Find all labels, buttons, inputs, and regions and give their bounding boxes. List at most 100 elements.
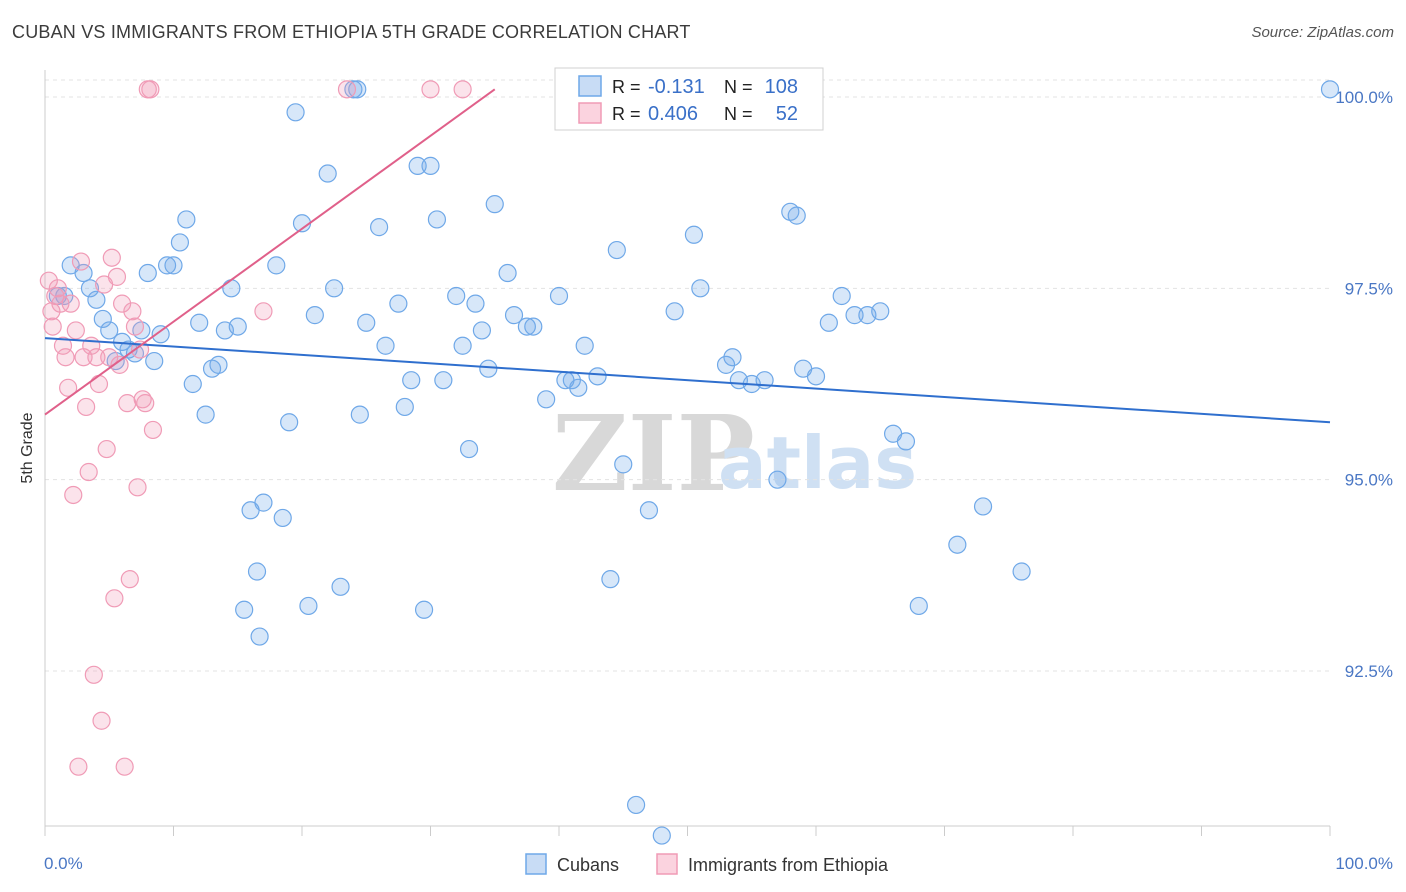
cubans-point-30 [247, 562, 267, 581]
cubans-point-42 [331, 577, 350, 596]
cubans-point-85 [723, 348, 742, 367]
x-ticks [44, 826, 1331, 836]
legend-n-label-0: N = [724, 77, 753, 97]
ethiopia-point-30 [115, 757, 134, 776]
chart-source: Source: ZipAtlas.com [1251, 24, 1394, 41]
bottom-legend-label-cubans: Cubans [557, 855, 619, 875]
legend-r-value-1: 0.406 [648, 103, 698, 125]
ethiopia-point-15 [77, 397, 96, 417]
cubans-point-44 [348, 80, 367, 99]
bottom-legend-swatch-cubans [525, 853, 547, 875]
ethiopia-point-31 [118, 394, 137, 413]
ethiopia-point-4 [48, 279, 67, 298]
cubans-point-50 [395, 397, 414, 417]
cubans-point-63 [485, 195, 504, 214]
cubans-point-51 [402, 371, 421, 390]
cubans-point-14 [145, 351, 164, 371]
cubans-point-27 [228, 317, 247, 336]
ethiopia-point-11 [66, 321, 85, 340]
cubans-point-98 [871, 302, 890, 321]
cubans-point-7 [100, 321, 119, 340]
cubans-point-41 [325, 279, 344, 298]
cubans-point-54 [421, 156, 440, 175]
ethiopia-point-2 [43, 317, 62, 336]
cubans-point-66 [517, 317, 536, 336]
bottom-legend-label-ethiopia: Immigrants from Ethiopia [688, 855, 889, 875]
cubans-point-65 [504, 306, 524, 325]
cubans-point-18 [170, 233, 190, 252]
ethiopia-point-44 [421, 80, 440, 99]
trend-line-ethiopia [44, 88, 496, 416]
series-ethiopia-points [39, 80, 472, 776]
stats-legend: R = -0.131 N = 108 R = 0.406 N = 52 [554, 67, 824, 131]
cubans-point-49 [389, 294, 408, 313]
ethiopia-point-21 [92, 711, 111, 730]
ethiopia-point-16 [79, 462, 98, 482]
cubans-point-95 [832, 286, 851, 306]
watermark-atlas: atlas [718, 421, 917, 505]
cubans-point-39 [305, 306, 324, 325]
grid-lines [45, 79, 1330, 672]
cubans-point-104 [1012, 562, 1031, 581]
cubans-point-43 [344, 80, 363, 99]
cubans-point-94 [819, 313, 838, 332]
ethiopia-point-9 [61, 294, 80, 313]
cubans-point-96 [845, 306, 864, 325]
cubans-point-15 [151, 325, 170, 344]
ethiopia-point-18 [84, 665, 103, 684]
cubans-point-105 [1320, 80, 1340, 99]
ethiopia-point-5 [51, 294, 70, 313]
cubans-point-53 [414, 600, 434, 619]
cubans-point-64 [498, 263, 517, 283]
cubans-point-75 [601, 570, 620, 589]
cubans-point-76 [607, 240, 626, 260]
ethiopia-point-19 [87, 348, 106, 367]
cubans-point-16 [157, 256, 177, 275]
ethiopia-point-10 [64, 485, 83, 505]
cubans-point-28 [235, 600, 254, 619]
ethiopia-point-12 [69, 757, 88, 776]
cubans-point-93 [806, 367, 826, 386]
ethiopia-point-33 [123, 302, 142, 321]
cubans-point-33 [267, 256, 286, 275]
cubans-point-57 [447, 286, 466, 306]
cubans-point-22 [196, 405, 215, 424]
cubans-point-17 [164, 256, 183, 275]
cubans-point-34 [273, 508, 292, 528]
trend-line-cubans [44, 337, 1331, 424]
ethiopia-point-13 [71, 252, 91, 271]
ethiopia-point-35 [128, 478, 147, 497]
ethiopia-point-38 [136, 394, 155, 413]
legend-n-value-0: 108 [765, 76, 798, 98]
cubans-point-68 [537, 390, 556, 409]
cubans-point-102 [948, 535, 967, 554]
cubans-point-48 [376, 336, 395, 355]
series-legend: Cubans Immigrants from Ethiopia [525, 853, 889, 875]
ethiopia-point-7 [56, 348, 75, 367]
bottom-legend-swatch-ethiopia [656, 853, 678, 875]
cubans-point-13 [138, 263, 157, 283]
cubans-point-3 [74, 263, 93, 283]
cubans-point-46 [357, 313, 376, 332]
ethiopia-point-41 [143, 420, 163, 440]
ethiopia-point-32 [120, 570, 139, 589]
cubans-point-38 [299, 596, 318, 616]
cubans-point-79 [639, 501, 659, 520]
ethiopia-point-20 [89, 374, 109, 394]
cubans-point-74 [588, 367, 607, 386]
cubans-point-80 [652, 826, 671, 845]
cubans-point-58 [453, 336, 472, 355]
cubans-point-83 [691, 279, 710, 298]
cubans-point-45 [350, 405, 369, 424]
cubans-point-4 [80, 279, 100, 298]
y-tick-labels: 92.5% 95.0% 97.5% 100.0% [1335, 88, 1393, 681]
legend-swatch-cubans [578, 75, 602, 97]
ethiopia-point-6 [53, 336, 73, 355]
cubans-point-59 [459, 439, 479, 459]
cubans-point-36 [286, 103, 305, 122]
watermark-zip: ZIP [552, 392, 755, 515]
ethiopia-point-23 [97, 439, 116, 459]
cubans-point-47 [370, 218, 389, 237]
cubans-point-89 [768, 470, 787, 489]
